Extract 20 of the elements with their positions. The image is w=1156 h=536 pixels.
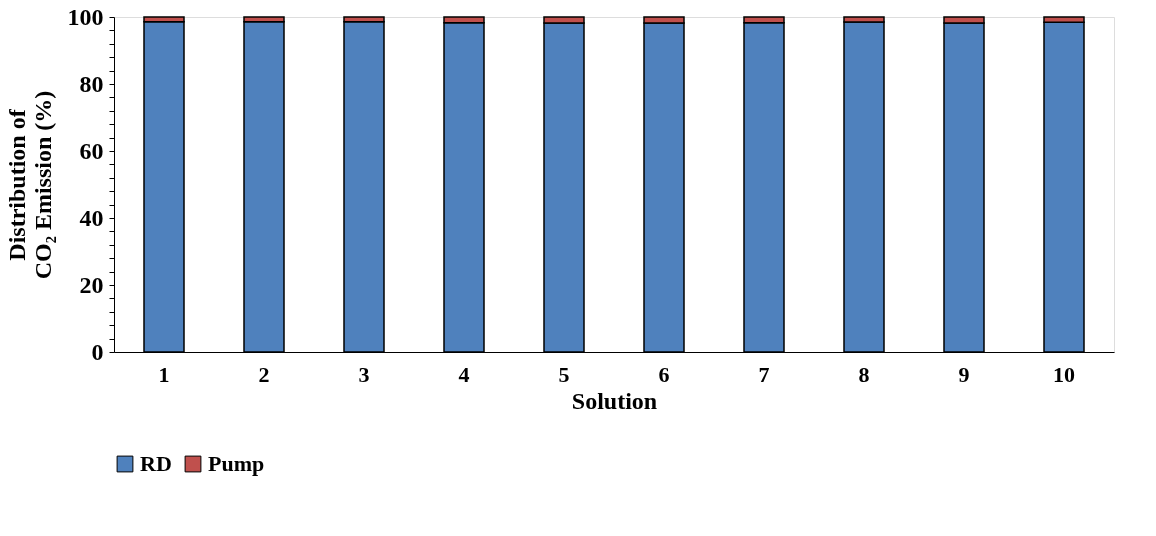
x-tick-label: 8 <box>858 361 870 387</box>
legend-label: Pump <box>208 451 265 476</box>
x-tick-label: 3 <box>358 361 370 387</box>
x-tick-label: 1 <box>158 361 170 387</box>
x-tick-label: 6 <box>658 361 670 387</box>
y-tick-label: 40 <box>79 204 104 231</box>
y-tick-label: 20 <box>79 271 104 298</box>
x-axis-title: Solution <box>571 387 658 414</box>
x-tick-label: 5 <box>558 361 570 387</box>
x-tick-label: 4 <box>458 361 470 387</box>
y-tick-label: 100 <box>67 3 104 30</box>
x-tick-label: 9 <box>958 361 970 387</box>
y-axis-title: Distribution of CO₂ Emission (%) <box>3 90 56 280</box>
legend-label: RD <box>140 451 172 476</box>
y-tick-label: 80 <box>79 70 104 97</box>
x-tick-label: 10 <box>1053 361 1075 387</box>
y-tick-label: 60 <box>79 137 104 164</box>
y-tick-label: 0 <box>91 338 104 365</box>
x-tick-label: 2 <box>258 361 270 387</box>
x-tick-label: 7 <box>758 361 770 387</box>
